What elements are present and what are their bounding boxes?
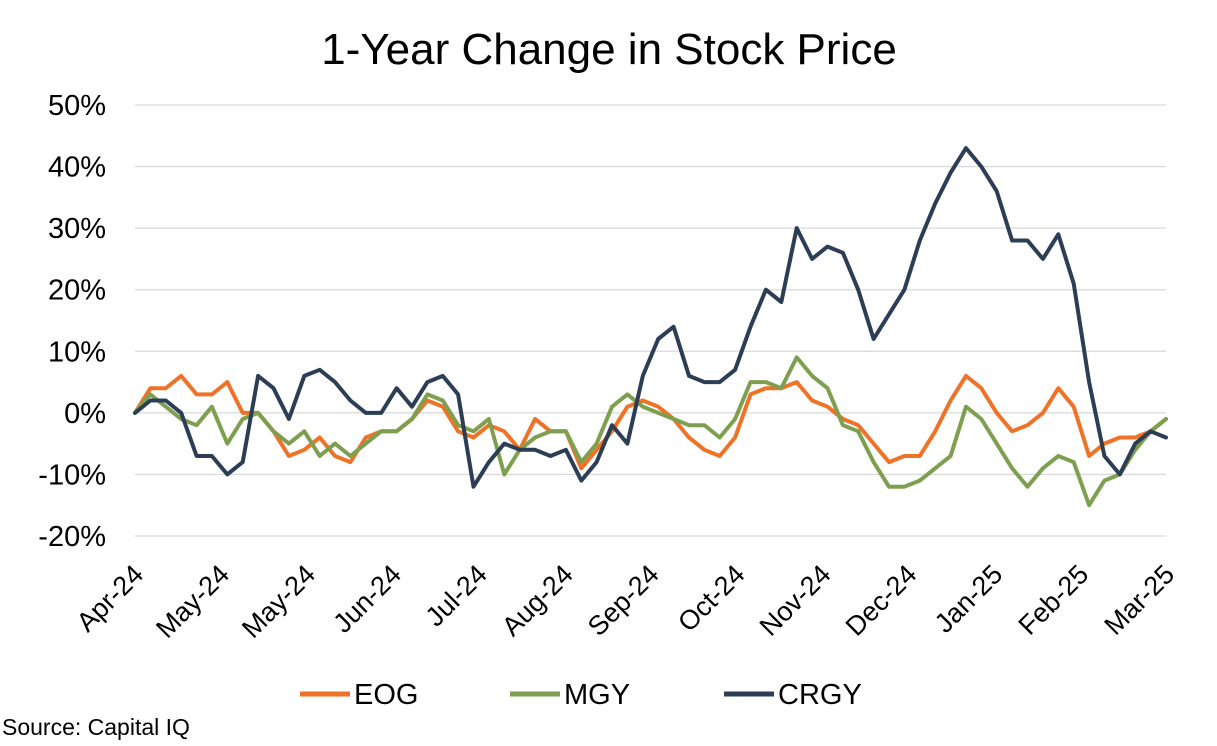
y-tick-label: 50% [48,90,106,122]
x-tick-label: Oct-24 [672,559,751,638]
x-tick-label: Jul-24 [420,559,493,632]
gridlines [135,104,1166,537]
x-tick-label: Aug-24 [496,559,579,642]
series-lines [133,146,1168,508]
series-line-eog [133,373,1168,471]
x-axis-ticks: Apr-24 May-24 May-24 Jun-24 Jul-24 Aug-24 Sep-… [71,559,1181,644]
y-tick-label: 10% [48,336,106,368]
x-tick-label: Sep-24 [582,559,665,642]
legend-label-mgy: MGY [564,679,630,711]
x-tick-label: Apr-24 [71,559,150,638]
x-tick-label: May-24 [236,559,321,644]
y-axis-ticks: 50% 40% 30% 20% 10% 0% -10% -20% [38,90,106,553]
x-tick-label: Feb-25 [1013,559,1095,641]
y-tick-label: 20% [48,275,106,307]
legend-label-eog: EOG [354,679,418,711]
chart-title: 1-Year Change in Stock Price [321,25,897,74]
x-tick-label: Dec-24 [840,559,923,642]
y-tick-label: 0% [64,398,106,430]
y-tick-label: -10% [38,459,106,491]
y-tick-label: 30% [48,213,106,245]
source-note: Source: Capital IQ [2,714,190,740]
y-tick-label: -20% [38,521,106,553]
series-line-crgy [133,146,1168,489]
legend: EOG MGY CRGY [300,679,862,711]
x-tick-label: Jun-24 [327,559,407,639]
legend-label-crgy: CRGY [778,679,862,711]
x-tick-label: Mar-25 [1099,559,1181,641]
x-tick-label: May-24 [150,559,235,644]
series-line-mgy [133,355,1168,508]
x-tick-label: Nov-24 [754,559,837,642]
x-tick-label: Jan-25 [929,559,1009,639]
y-tick-label: 40% [48,152,106,184]
